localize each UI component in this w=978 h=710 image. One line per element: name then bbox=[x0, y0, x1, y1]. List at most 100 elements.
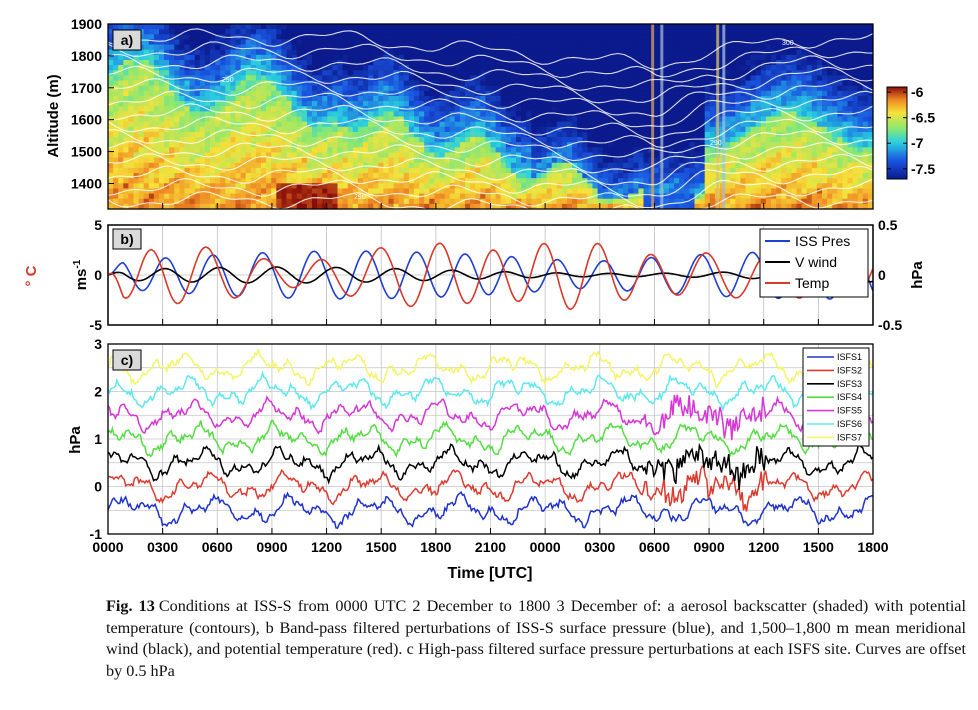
heatmap-cell bbox=[434, 111, 440, 117]
heatmap-cell bbox=[118, 121, 124, 128]
heatmap-cell bbox=[414, 121, 420, 128]
heatmap-cell bbox=[276, 193, 282, 200]
heatmap-cell bbox=[276, 121, 282, 128]
heatmap-cell bbox=[398, 167, 405, 174]
heatmap-cell bbox=[536, 85, 542, 92]
heatmap-cell bbox=[240, 157, 247, 164]
heatmap-cell bbox=[128, 90, 134, 97]
heatmap-cell bbox=[408, 85, 415, 92]
heatmap-cell bbox=[597, 116, 604, 123]
heatmap-cell bbox=[500, 39, 507, 45]
heatmap-cell bbox=[663, 147, 670, 153]
heatmap-cell bbox=[771, 157, 777, 164]
heatmap-cell bbox=[123, 106, 129, 112]
heatmap-cell bbox=[592, 137, 598, 143]
heatmap-cell bbox=[393, 152, 400, 159]
heatmap-cell bbox=[607, 75, 614, 81]
heatmap-cell bbox=[735, 173, 741, 179]
heatmap-cell bbox=[312, 142, 318, 148]
heatmap-cell bbox=[398, 183, 405, 189]
heatmap-cell bbox=[526, 198, 532, 205]
heatmap-cell bbox=[516, 80, 522, 87]
heatmap-cell bbox=[113, 173, 119, 179]
heatmap-cell bbox=[521, 29, 527, 35]
heatmap-cell bbox=[628, 162, 634, 169]
heatmap-cell bbox=[597, 162, 604, 169]
heatmap-cell bbox=[740, 59, 746, 66]
heatmap-cell bbox=[699, 54, 706, 61]
heatmap-cell bbox=[699, 121, 706, 128]
heatmap-cell bbox=[169, 116, 175, 123]
heatmap-cell bbox=[699, 75, 706, 81]
heatmap-cell bbox=[521, 203, 527, 209]
heatmap-cell bbox=[745, 142, 751, 148]
heatmap-cell bbox=[357, 106, 364, 112]
heatmap-cell bbox=[475, 59, 481, 66]
heatmap-cell bbox=[725, 44, 731, 51]
heatmap-cell bbox=[663, 198, 670, 205]
heatmap-cell bbox=[261, 126, 267, 133]
heatmap-cell bbox=[454, 173, 461, 179]
heatmap-cell bbox=[266, 198, 272, 205]
heatmap-cell bbox=[679, 126, 685, 133]
heatmap-cell bbox=[699, 80, 706, 87]
heatmap-cell bbox=[459, 137, 466, 143]
heatmap-cell bbox=[408, 80, 415, 87]
heatmap-cell bbox=[189, 126, 196, 133]
heatmap-cell bbox=[526, 131, 532, 138]
heatmap-cell bbox=[730, 157, 736, 164]
heatmap-cell bbox=[383, 59, 389, 66]
heatmap-cell bbox=[342, 95, 349, 102]
heatmap-cell bbox=[199, 126, 206, 133]
heatmap-cell bbox=[750, 167, 757, 174]
heatmap-cell bbox=[169, 157, 175, 164]
heatmap-cell bbox=[291, 193, 298, 200]
heatmap-cell bbox=[806, 34, 813, 40]
heatmap-cell bbox=[495, 121, 502, 128]
heatmap-cell bbox=[725, 147, 731, 153]
heatmap-cell bbox=[306, 54, 313, 61]
heatmap-cell bbox=[204, 137, 211, 143]
heatmap-cell bbox=[776, 178, 782, 184]
heatmap-cell bbox=[536, 101, 542, 107]
heatmap-cell bbox=[572, 188, 578, 194]
heatmap-cell bbox=[704, 65, 711, 71]
heatmap-cell bbox=[296, 162, 303, 169]
heatmap-cell bbox=[204, 59, 211, 66]
heatmap-cell bbox=[480, 178, 486, 184]
heatmap-cell bbox=[669, 24, 675, 30]
heatmap-cell bbox=[250, 167, 257, 174]
heatmap-cell bbox=[373, 49, 379, 56]
heatmap-cell bbox=[725, 70, 731, 76]
heatmap-cell bbox=[516, 137, 522, 143]
heatmap-cell bbox=[485, 203, 491, 209]
heatmap-cell bbox=[388, 106, 394, 112]
heatmap-cell bbox=[128, 126, 134, 133]
heatmap-cell bbox=[210, 101, 216, 107]
heatmap-cell bbox=[500, 167, 507, 174]
heatmap-cell bbox=[220, 157, 226, 164]
heatmap-cell bbox=[465, 157, 471, 164]
heatmap-cell bbox=[286, 29, 292, 35]
heatmap-cell bbox=[184, 85, 190, 92]
heatmap-cell bbox=[577, 34, 583, 40]
heatmap-cell bbox=[164, 173, 170, 179]
heatmap-cell bbox=[755, 90, 762, 97]
heatmap-cell bbox=[271, 188, 277, 194]
heatmap-cell bbox=[669, 188, 675, 194]
heatmap-cell bbox=[612, 203, 619, 209]
heatmap-cell bbox=[128, 131, 134, 138]
heatmap-cell bbox=[689, 49, 695, 56]
heatmap-cell bbox=[628, 111, 634, 117]
heatmap-cell bbox=[133, 198, 139, 205]
heatmap-cell bbox=[419, 147, 425, 153]
heatmap-cell bbox=[138, 183, 145, 189]
heatmap-cell bbox=[781, 193, 787, 200]
heatmap-cell bbox=[403, 142, 410, 148]
heatmap-cell bbox=[164, 203, 170, 209]
heatmap-cell bbox=[612, 70, 619, 76]
heatmap-cell bbox=[337, 70, 343, 76]
heatmap-cell bbox=[230, 29, 236, 35]
heatmap-cell bbox=[429, 152, 435, 159]
heatmap-cell bbox=[459, 54, 466, 61]
